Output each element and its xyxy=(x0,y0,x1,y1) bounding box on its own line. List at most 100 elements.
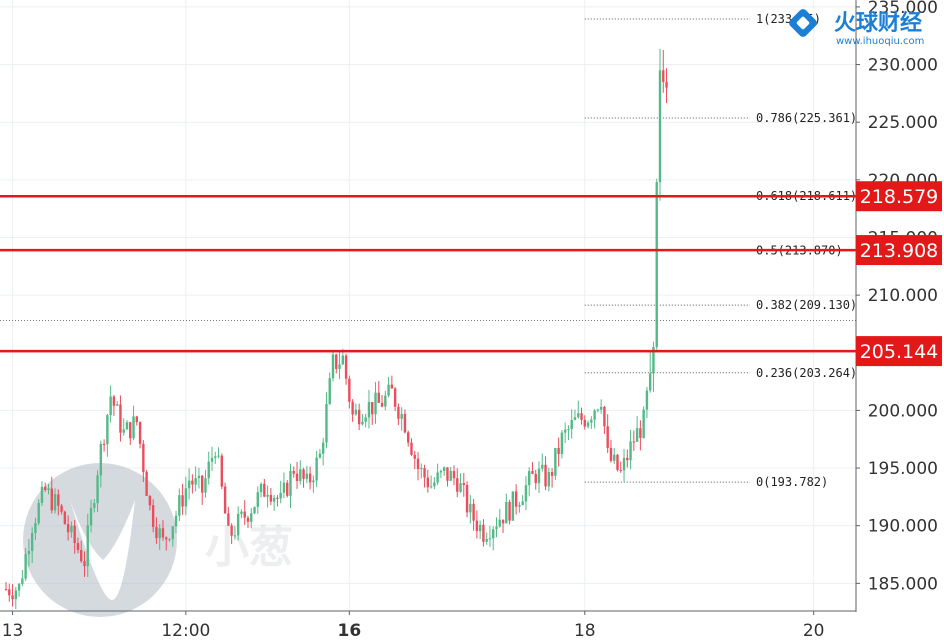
candle-body xyxy=(371,402,374,415)
candle-body xyxy=(308,473,312,483)
candle-body xyxy=(573,417,577,420)
candle-body xyxy=(341,355,345,365)
price-tag-bg xyxy=(856,181,942,212)
candle-body xyxy=(125,422,129,430)
candle-body xyxy=(138,422,142,444)
candle-body xyxy=(521,501,524,506)
candle-body xyxy=(390,384,394,389)
candle-body xyxy=(70,525,73,533)
fib-level-label: 0.786(225.361) xyxy=(756,111,857,125)
candle-body xyxy=(364,417,367,422)
candle-body xyxy=(145,472,148,496)
candle-body xyxy=(89,507,93,526)
candle-body xyxy=(151,505,155,527)
candle-body xyxy=(472,503,475,521)
candle-body xyxy=(619,469,622,471)
candle-body xyxy=(66,524,70,533)
candle-body xyxy=(210,457,214,462)
candle-body xyxy=(367,402,371,418)
candle-body xyxy=(73,525,76,544)
candle-body xyxy=(357,409,361,425)
candle-body xyxy=(616,454,619,470)
watermark-leaf-icon xyxy=(70,500,135,600)
candle-body xyxy=(181,495,184,507)
candle-body xyxy=(354,409,358,415)
candle-body xyxy=(40,486,44,503)
candle-body xyxy=(80,549,83,562)
candle-body xyxy=(557,447,560,455)
candle-body xyxy=(299,469,302,482)
candle-body xyxy=(344,355,348,379)
candle-body xyxy=(407,432,410,443)
candle-body xyxy=(263,483,266,497)
candle-body xyxy=(4,589,8,591)
candles xyxy=(4,48,668,610)
candle-body xyxy=(586,422,590,427)
candle-body xyxy=(335,354,338,369)
candle-body xyxy=(361,421,364,425)
candle-body xyxy=(269,494,273,502)
candle-body xyxy=(227,513,230,526)
price-tag-label: 213.908 xyxy=(860,240,939,262)
candle-body xyxy=(292,471,295,474)
candle-body xyxy=(331,354,335,379)
y-tick-label: 195.000 xyxy=(868,459,938,479)
candle-body xyxy=(24,554,27,579)
candle-body xyxy=(632,441,636,443)
candle-body xyxy=(47,488,50,490)
candle-body xyxy=(622,457,626,471)
candle-body xyxy=(8,589,11,596)
candle-body xyxy=(403,413,407,433)
x-axis-ticks: 13 12:00 16 18 20 xyxy=(2,611,825,641)
candle-body xyxy=(433,482,436,487)
candle-body xyxy=(220,455,224,487)
candle-body xyxy=(570,419,573,430)
candle-body xyxy=(426,477,430,488)
candle-body xyxy=(53,494,57,511)
candle-body xyxy=(465,485,469,513)
candle-body xyxy=(302,469,305,479)
candle-body xyxy=(410,442,413,455)
y-tick-label: 200.000 xyxy=(868,401,938,421)
candle-body xyxy=(165,537,168,540)
candle-body xyxy=(482,524,485,542)
candle-body xyxy=(577,413,580,418)
candle-body xyxy=(423,468,426,478)
candle-body xyxy=(236,513,240,536)
candle-body xyxy=(63,511,67,525)
price-tag-label: 218.579 xyxy=(860,186,939,208)
candle-body xyxy=(446,467,449,481)
y-tick-label: 210.000 xyxy=(868,286,938,306)
candle-body xyxy=(194,478,197,485)
watermark-circle-icon xyxy=(23,463,177,617)
x-tick-label: 12:00 xyxy=(161,621,210,641)
candle-body xyxy=(645,390,649,410)
candle-body xyxy=(534,473,537,484)
candle-body xyxy=(129,422,132,439)
candle-body xyxy=(119,404,122,433)
candle-body xyxy=(148,495,152,506)
candle-body xyxy=(184,488,188,507)
candle-body xyxy=(665,81,668,88)
candle-body xyxy=(96,475,99,504)
candle-body xyxy=(286,482,289,496)
candle-body xyxy=(44,486,47,490)
candle-body xyxy=(83,561,86,567)
candle-body xyxy=(155,526,158,539)
candle-body xyxy=(416,458,420,470)
y-tick-label: 225.000 xyxy=(868,113,938,133)
candle-body xyxy=(256,492,259,507)
candle-body xyxy=(580,413,583,420)
candle-body xyxy=(377,392,380,403)
candle-body xyxy=(348,378,351,402)
horizontal-lines xyxy=(0,194,856,353)
candle-body xyxy=(541,464,544,469)
candle-body xyxy=(505,501,508,524)
candle-body xyxy=(459,483,462,492)
candle-body xyxy=(27,550,31,555)
candle-body xyxy=(583,419,586,427)
x-tick-label: 13 xyxy=(2,621,24,641)
candle-body xyxy=(511,491,515,521)
candle-body xyxy=(429,486,433,488)
candle-body xyxy=(197,475,201,479)
